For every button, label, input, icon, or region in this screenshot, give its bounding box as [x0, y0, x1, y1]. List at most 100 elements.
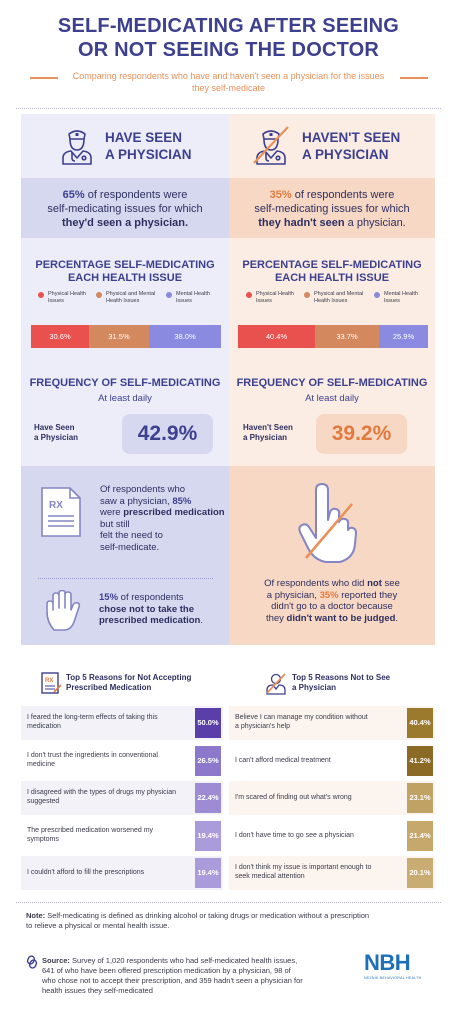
left-pct-heading: PERCENTAGE SELF-MEDICATING EACH HEALTH I…: [21, 259, 229, 284]
table-row: I feared the long-term effects of taking…: [21, 706, 223, 740]
hand-text-4: .: [200, 615, 204, 626]
table-row: I couldn't afford to fill the prescripti…: [21, 856, 223, 890]
hand-stop-icon: [46, 590, 81, 631]
right-freq-value: 39.2%: [316, 414, 407, 454]
rx-text-2: saw a physician,: [100, 495, 173, 507]
reason-text: I don't think my issue is important enou…: [235, 863, 401, 881]
reason-value: 21.4%: [407, 820, 433, 851]
table-row: I don't think my issue is important enou…: [229, 856, 435, 890]
reason-text: Believe I can manage my condition withou…: [235, 713, 401, 731]
top5-right-title: Top 5 Reasons Not to See a Physician: [292, 673, 390, 693]
reason-text: The prescribed medication worsened my sym…: [27, 826, 189, 844]
judge-text-6: they: [265, 612, 287, 624]
legend-dot: [374, 292, 380, 298]
rx-text-4: but still: [100, 518, 130, 530]
hand-text: 15% of respondents chose not to take the…: [99, 592, 225, 627]
left-freq-value: 42.9%: [122, 414, 213, 454]
hand-text-2: chose not to take the: [99, 603, 195, 615]
judge-text-4: reported they: [338, 589, 398, 601]
subtitle-line-1: Comparing respondents who have and haven…: [72, 71, 385, 81]
top5-right-list: Believe I can manage my condition withou…: [229, 706, 435, 896]
title-line-2: OR NOT SEEING THE DOCTOR: [77, 39, 380, 61]
left-summary-text-2: self-medicating issues for which: [47, 203, 203, 215]
right-summary-text-3-bold: they hadn't seen: [258, 217, 345, 229]
nbh-logo-subtitle: NEZNIK BEHAVIORAL HEALTH: [364, 976, 422, 980]
rx-text-3: were: [100, 507, 124, 518]
rx-icon-label: RX: [49, 500, 63, 511]
note-label: Note:: [26, 911, 46, 920]
top5-left-list: I feared the long-term effects of taking…: [21, 706, 223, 896]
reason-text: I feared the long-term effects of taking…: [27, 713, 189, 731]
reason-value: 41.2%: [407, 745, 433, 776]
rx-bold: prescribed medication: [123, 507, 225, 518]
right-pct-heading-2: EACH HEALTH ISSUE: [274, 271, 390, 284]
rx-text-1: Of respondents who: [100, 484, 186, 495]
left-freq-sub: At least daily: [98, 393, 152, 404]
reason-line-1: I'm scared of finding out what's wrong: [235, 794, 352, 801]
bar-segment: 40.4%: [238, 325, 315, 348]
reason-line-1: I don't think my issue is important enou…: [235, 864, 372, 871]
footer-divider: [16, 902, 441, 903]
reason-line-2: symptoms: [27, 835, 59, 843]
reason-line-1: I couldn't afford to fill the prescripti…: [27, 869, 145, 876]
reason-value: 20.1%: [407, 858, 433, 888]
source-line-1: Survey of 1,020 respondents who had self…: [69, 956, 298, 965]
left-summary-band: [21, 178, 229, 238]
reason-value: 26.5%: [195, 745, 221, 776]
judge-text-1: Of respondents who did: [264, 578, 368, 589]
reason-line-1: I can't afford medical treatment: [235, 756, 331, 764]
bar-segment: 38.0%: [149, 325, 221, 348]
page-title: SELF-MEDICATING AFTER SEEING OR NOT SEEI…: [0, 14, 457, 62]
right-summary-text-2: self-medicating issues for which: [254, 203, 410, 215]
table-row: I disagreed with the types of drugs my p…: [21, 781, 223, 815]
legend-label: Mental Health Issues: [176, 291, 210, 304]
reason-line-2: a physician's help: [235, 723, 291, 730]
legend-dot: [96, 292, 102, 298]
reason-text: I'm scared of finding out what's wrong: [235, 793, 401, 802]
left-summary-text-1: of respondents were: [84, 189, 188, 201]
right-pct-heading: PERCENTAGE SELF-MEDICATING EACH HEALTH I…: [229, 259, 435, 284]
right-summary-band: [229, 178, 435, 238]
reason-value: 22.4%: [195, 783, 221, 813]
legend-dot: [246, 292, 252, 298]
legend-label: Physical Health Issues: [256, 291, 294, 304]
prescription-icon: RX: [41, 487, 81, 537]
bar-segment: 30.6%: [31, 325, 89, 348]
left-heading-line-1: HAVE SEEN: [105, 130, 183, 145]
doctor-icon: [62, 130, 92, 165]
table-row: Believe I can manage my condition withou…: [229, 706, 435, 740]
judge-text-2: see: [381, 578, 400, 589]
note-line-1: Self-medicating is defined as drinking a…: [45, 911, 370, 920]
legend-dot: [38, 292, 44, 298]
legend-dot: [166, 292, 172, 298]
subtitle: Comparing respondents who have and haven…: [20, 70, 437, 94]
rx-list-icon: RX: [41, 672, 62, 694]
reason-line-1: I don't have time to go see a physician: [235, 831, 354, 839]
bar-segment: 25.9%: [379, 325, 428, 348]
reason-line-2: medicine: [27, 760, 56, 768]
legend-label: Physical and Mental Health Issues: [314, 291, 364, 304]
bar-segment: 31.5%: [89, 325, 149, 348]
table-row: I don't have time to go see a physician 2…: [229, 818, 435, 853]
source-line-2: 641 of who have been offered prescriptio…: [42, 966, 291, 975]
right-freq-sub: At least daily: [305, 393, 359, 404]
judge-pct: 35%: [319, 589, 339, 601]
source-label: Source:: [42, 956, 70, 965]
table-row: I can't afford medical treatment 41.2%: [229, 743, 435, 778]
left-freq-label: Have Seen a Physician: [34, 423, 78, 443]
hand-text-3: prescribed medication: [99, 615, 201, 626]
left-freq-heading: FREQUENCY OF SELF-MEDICATING: [29, 377, 221, 389]
left-box-divider: [38, 578, 213, 579]
divider: [16, 108, 441, 109]
top5-left-title-2: Prescribed Medication: [66, 683, 152, 692]
reason-value: 23.1%: [407, 783, 433, 813]
left-summary-text-3: they'd seen a physician.: [61, 217, 189, 229]
reason-value: 19.4%: [195, 858, 221, 888]
left-heading: HAVE SEEN A PHYSICIAN: [105, 129, 192, 163]
reason-text: I can't afford medical treatment: [235, 756, 401, 765]
no-doctor-small-icon: [266, 673, 286, 695]
right-summary-pct: 35%: [269, 189, 292, 201]
left-freq-label-2: a Physician: [34, 433, 79, 442]
judge-not: not: [367, 578, 382, 589]
reason-line-1: The prescribed medication worsened my: [27, 826, 154, 834]
